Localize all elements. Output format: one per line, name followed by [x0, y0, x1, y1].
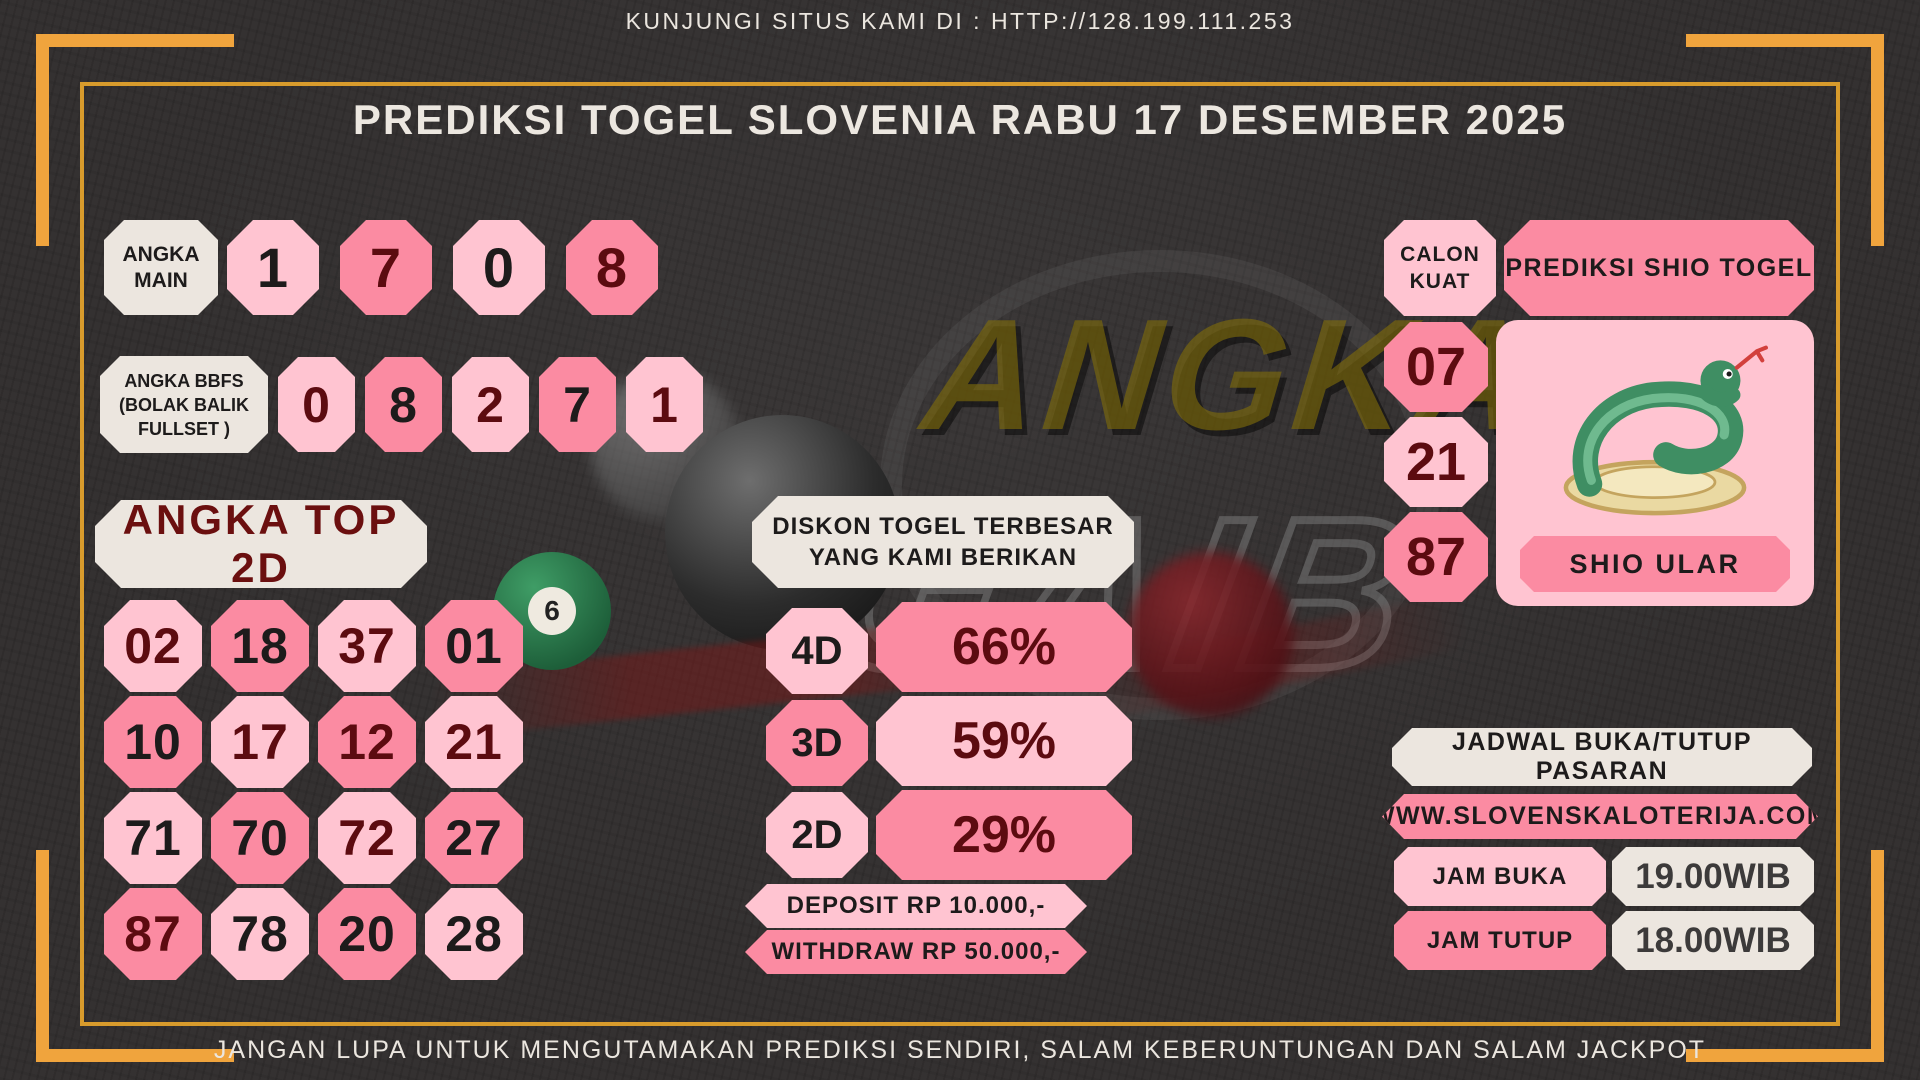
angka-main-label: ANGKA MAIN: [104, 220, 218, 315]
angka-bbfs-digit: 8: [365, 357, 442, 452]
jadwal-header-text: JADWAL BUKA/TUTUP PASARAN: [1451, 728, 1753, 785]
diskon-title-line1: DISKON TOGEL TERBESAR: [772, 513, 1114, 540]
top2d-cell: 72: [318, 792, 416, 884]
diskon-3d-value-text: 59%: [951, 712, 1057, 770]
calon-kuat-label: CALON KUAT: [1384, 220, 1496, 316]
shio-header-text: PREDIKSI SHIO TOGEL: [1505, 253, 1813, 282]
jam-buka-text: JAM BUKA: [1432, 862, 1568, 890]
diskon-title-line2: YANG KAMI BERIKAN: [808, 544, 1078, 571]
top2d-cell: 02: [104, 600, 202, 692]
jam-buka-time: 19.00WIB: [1635, 856, 1791, 896]
angka-bbfs-digit: 0: [278, 357, 355, 452]
top2d-cell: 18: [211, 600, 309, 692]
angka-bbfs-label-line2: (BOLAK BALIK: [119, 394, 249, 415]
angka-bbfs-label: ANGKA BBFS (BOLAK BALIK FULLSET ): [100, 356, 268, 453]
shio-number: 87: [1384, 512, 1488, 602]
top2d-cell: 78: [211, 888, 309, 980]
top2d-cell: 27: [425, 792, 523, 884]
diskon-2d-value-text: 29%: [951, 806, 1057, 864]
angka-main-label-line2: MAIN: [134, 268, 188, 292]
shio-panel: SHIO ULAR: [1496, 320, 1814, 606]
withdraw-text: WITHDRAW RP 50.000,-: [771, 938, 1061, 965]
jam-tutup-value: 18.00WIB: [1612, 911, 1814, 970]
top-bar: KUNJUNGI SITUS KAMI DI : HTTP://128.199.…: [0, 8, 1920, 35]
angka-bbfs-digit: 7: [539, 357, 616, 452]
six-ball-number: 6: [528, 587, 576, 635]
shio-animal-banner: SHIO ULAR: [1520, 536, 1790, 592]
jadwal-banner: JADWAL BUKA/TUTUP PASARAN: [1392, 728, 1812, 786]
diskon-3d-value: 59%: [876, 696, 1132, 786]
top2d-cell: 17: [211, 696, 309, 788]
diskon-3d-label-text: 3D: [791, 720, 843, 765]
top2d-cell: 37: [318, 600, 416, 692]
angka-main-label-line1: ANGKA: [122, 242, 200, 266]
jam-buka-value: 19.00WIB: [1612, 847, 1814, 906]
shio-animal-text: SHIO ULAR: [1569, 548, 1741, 579]
deposit-text: DEPOSIT RP 10.000,-: [786, 892, 1046, 919]
top2d-cell: 87: [104, 888, 202, 980]
diskon-2d-label-text: 2D: [791, 812, 843, 857]
page-title: PREDIKSI TOGEL SLOVENIA RABU 17 DESEMBER…: [352, 96, 1568, 143]
shio-header-banner: PREDIKSI SHIO TOGEL: [1504, 220, 1814, 316]
shio-number: 07: [1384, 322, 1488, 412]
jam-buka-label: JAM BUKA: [1394, 847, 1606, 906]
diskon-banner: DISKON TOGEL TERBESAR YANG KAMI BERIKAN: [752, 496, 1134, 588]
red-ball-graphic: [1128, 552, 1293, 717]
deposit-banner: DEPOSIT RP 10.000,-: [745, 884, 1087, 928]
jam-tutup-text: JAM TUTUP: [1426, 926, 1574, 954]
angka-bbfs-digit: 2: [452, 357, 529, 452]
top2d-cell: 70: [211, 792, 309, 884]
angka-bbfs-label-line1: ANGKA BBFS: [124, 370, 244, 391]
withdraw-banner: WITHDRAW RP 50.000,-: [745, 930, 1087, 974]
angka-main-digit: 8: [566, 220, 658, 315]
diskon-4d-value: 66%: [876, 602, 1132, 692]
diskon-3d-label: 3D: [766, 700, 868, 786]
diskon-4d-label-text: 4D: [791, 628, 843, 673]
top2d-cell: 21: [425, 696, 523, 788]
jam-tutup-time: 18.00WIB: [1635, 920, 1791, 960]
angka-bbfs-label-line3: FULLSET ): [137, 418, 230, 439]
calon-kuat-line1: CALON: [1400, 243, 1480, 266]
angka-top-2d-banner: ANGKA TOP 2D: [95, 500, 427, 588]
angka-top-2d-label: ANGKA TOP 2D: [122, 496, 400, 591]
top2d-cell: 12: [318, 696, 416, 788]
top2d-cell: 28: [425, 888, 523, 980]
site-url-text: KUNJUNGI SITUS KAMI DI : HTTP://128.199.…: [625, 8, 1295, 34]
angka-main-digit: 0: [453, 220, 545, 315]
diskon-4d-label: 4D: [766, 608, 868, 694]
top2d-cell: 20: [318, 888, 416, 980]
angka-main-digit: 7: [340, 220, 432, 315]
diskon-4d-value-text: 66%: [951, 618, 1057, 676]
snake-icon: [1563, 345, 1768, 516]
top2d-cell: 10: [104, 696, 202, 788]
jam-tutup-label: JAM TUTUP: [1394, 911, 1606, 970]
footer-text: JANGAN LUPA UNTUK MENGUTAMAKAN PREDIKSI …: [213, 1036, 1707, 1064]
calon-kuat-line2: KUAT: [1409, 270, 1471, 293]
shio-number: 21: [1384, 417, 1488, 507]
diskon-2d-label: 2D: [766, 792, 868, 878]
top2d-cell: 71: [104, 792, 202, 884]
angka-main-digit: 1: [227, 220, 319, 315]
website-text: WWW.SLOVENSKALOTERIJA.COM: [1370, 802, 1830, 830]
website-banner: WWW.SLOVENSKALOTERIJA.COM: [1382, 794, 1818, 839]
angka-bbfs-digit: 1: [626, 357, 703, 452]
diskon-2d-value: 29%: [876, 790, 1132, 880]
top2d-cell: 01: [425, 600, 523, 692]
